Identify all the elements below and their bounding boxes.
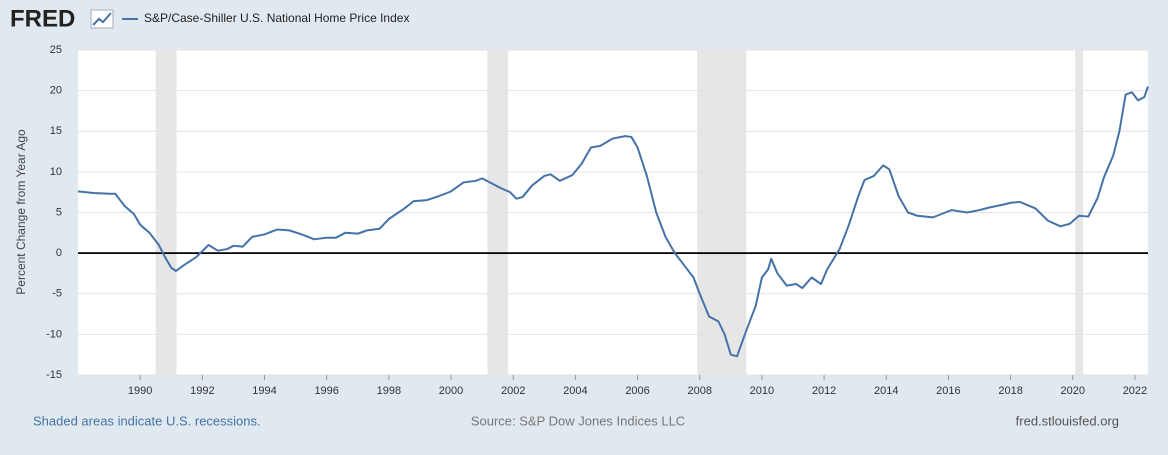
x-tick-label: 2012 xyxy=(812,385,836,397)
x-tick-label: 1996 xyxy=(314,385,338,397)
x-tick-label: 2000 xyxy=(439,385,463,397)
x-tick-label: 2008 xyxy=(687,385,711,397)
plot: -15 -10 -5 0 5 10 15 20 25 1990 1992 1994 1996 1998 20… xyxy=(46,44,1149,397)
x-tick-label: 1992 xyxy=(190,385,214,397)
y-tick-label: 25 xyxy=(50,44,62,56)
footer-note: Shaded areas indicate U.S. recessions. xyxy=(33,413,261,428)
x-tick-label: 2022 xyxy=(1123,385,1147,397)
x-tick-label: 2004 xyxy=(563,385,587,397)
logo-icon xyxy=(90,9,114,29)
y-tick-label: 0 xyxy=(56,247,62,259)
y-tick-label: 10 xyxy=(50,166,62,178)
legend-label: S&P/Case-Shiller U.S. National Home Pric… xyxy=(144,11,409,25)
footer-link: fred.stlouisfed.org xyxy=(1016,413,1119,428)
y-tick-label: 15 xyxy=(50,125,62,137)
x-tick-label: 1994 xyxy=(252,385,276,397)
x-tick-label: 2002 xyxy=(501,385,525,397)
series-line xyxy=(77,86,1149,358)
x-tick-label: 1990 xyxy=(128,385,152,397)
y-tick-label: 5 xyxy=(56,206,62,218)
x-tick-label: 2020 xyxy=(1061,385,1085,397)
logo: FRED xyxy=(10,5,75,32)
y-axis-label: Percent Change from Year Ago xyxy=(14,129,28,295)
y-tick-label: -15 xyxy=(46,369,62,381)
y-tick-label: 20 xyxy=(50,85,62,97)
source: Source: S&P Dow Jones Indices LLC xyxy=(471,413,685,428)
x-tick-label: 2010 xyxy=(750,385,774,397)
x-tick-label: 2006 xyxy=(625,385,649,397)
x-tick-label: 1998 xyxy=(377,385,401,397)
x-tick-label: 2014 xyxy=(874,385,898,397)
x-tick-label: 2016 xyxy=(936,385,960,397)
y-tick-label: -5 xyxy=(52,288,62,300)
x-tick-label: 2018 xyxy=(998,385,1022,397)
y-tick-label: -10 xyxy=(46,328,62,340)
